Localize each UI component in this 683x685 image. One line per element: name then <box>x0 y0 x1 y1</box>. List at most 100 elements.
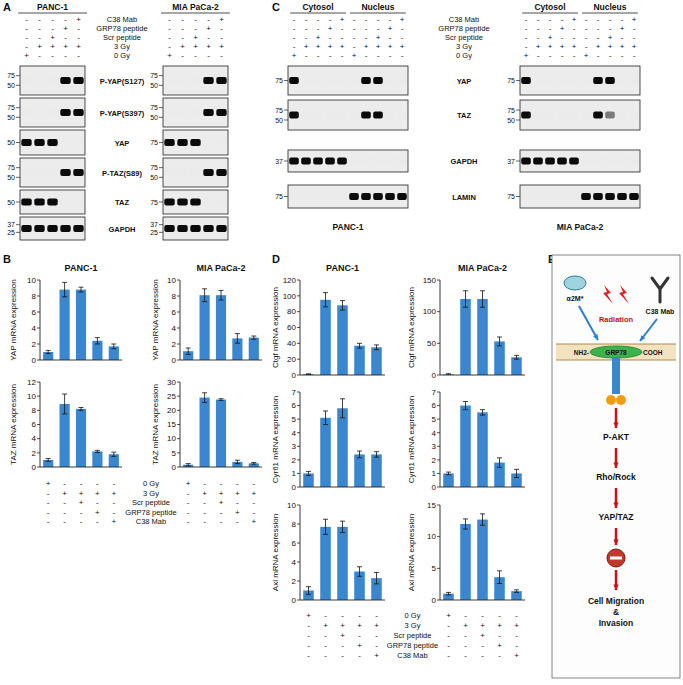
panel-letter: C <box>272 1 280 13</box>
condition-sign: + <box>364 42 369 51</box>
condition-sign: - <box>401 51 404 60</box>
band <box>385 112 395 119</box>
condition-sign: - <box>621 33 624 42</box>
condition-sign: - <box>194 15 197 24</box>
figure: ABCDEPANC-175507550507550503725MIA PaCa-… <box>0 0 683 685</box>
condition-sign: - <box>341 24 344 33</box>
condition-sign: - <box>77 51 80 60</box>
condition-label: 0 Gy <box>114 51 130 60</box>
condition-sign: - <box>464 611 467 620</box>
y-axis <box>440 392 441 487</box>
cell-line: MIA PaCa-2 <box>557 222 604 232</box>
mw-marker: 25 <box>150 229 158 236</box>
band <box>34 109 44 116</box>
bar <box>92 451 102 467</box>
band <box>289 112 299 119</box>
condition-sign: - <box>573 33 576 42</box>
error-bar <box>480 410 485 415</box>
chart-title: MIA PaCa-2 <box>196 263 245 273</box>
condition-sign: + <box>95 508 100 517</box>
x-axis <box>440 375 525 376</box>
condition-sign: - <box>515 641 518 650</box>
bar <box>76 409 86 467</box>
condition-sign: - <box>597 51 600 60</box>
chart: TAZ mRNA expression051015202530 <box>151 378 262 472</box>
condition-sign: + <box>446 611 451 620</box>
condition-sign: - <box>329 33 332 42</box>
protein-label: YAP <box>115 139 130 148</box>
header-rule <box>582 13 638 14</box>
y-tick-label: 100 <box>283 292 297 301</box>
error-bar <box>95 450 100 452</box>
condition-sign: - <box>168 24 171 33</box>
condition-sign: - <box>353 15 356 24</box>
arrow-head <box>613 585 618 590</box>
band <box>373 158 383 165</box>
blot-strip <box>163 66 228 95</box>
condition-sign: - <box>561 51 564 60</box>
band <box>164 109 174 116</box>
condition-sign: + <box>251 489 256 498</box>
condition-sign: + <box>76 42 81 51</box>
y-tick-label: 100 <box>423 307 437 316</box>
arrow-shaft <box>640 319 657 341</box>
x-axis <box>300 375 385 376</box>
condition-sign: + <box>560 24 565 33</box>
blot-strip <box>20 217 85 240</box>
band <box>545 193 555 200</box>
condition-sign: - <box>353 24 356 33</box>
x-axis <box>40 467 122 468</box>
condition-sign: - <box>585 33 588 42</box>
y-axis <box>40 382 41 467</box>
y-axis <box>300 505 301 600</box>
band <box>216 77 226 84</box>
mw-tick <box>284 110 288 111</box>
condition-sign: - <box>77 24 80 33</box>
band <box>21 109 31 116</box>
condition-sign: + <box>219 42 224 51</box>
condition-sign: + <box>76 15 81 24</box>
y-tick-label: 40 <box>287 339 296 348</box>
condition-sign: - <box>377 15 380 24</box>
error-bar <box>463 291 468 307</box>
band <box>349 112 359 119</box>
y-tick-label: 30 <box>167 378 176 387</box>
band <box>47 199 57 206</box>
y-axis <box>300 280 301 375</box>
band <box>177 139 187 146</box>
x-axis <box>300 600 385 601</box>
error-bar <box>497 571 502 584</box>
condition-sign: - <box>537 51 540 60</box>
condition-sign: - <box>401 24 404 33</box>
band <box>521 158 531 165</box>
condition-sign: + <box>79 498 84 507</box>
band <box>361 158 371 165</box>
condition-sign: - <box>633 51 636 60</box>
condition-sign: + <box>193 33 198 42</box>
band <box>216 169 226 176</box>
condition-sign: - <box>252 479 255 488</box>
y-tick-label: 0 <box>292 371 297 380</box>
band <box>629 77 639 84</box>
bar <box>337 408 348 487</box>
condition-sign: + <box>235 508 240 517</box>
error-bar <box>202 393 207 403</box>
condition-sign: + <box>632 42 637 51</box>
axis-title: Ctgf mRNA expression <box>407 287 416 368</box>
condition-sign: - <box>307 641 310 650</box>
error-bar <box>514 590 519 593</box>
y-tick-label: 0 <box>32 463 37 472</box>
error-bar <box>463 402 468 410</box>
error-bar <box>323 293 328 307</box>
mw-marker: 37 <box>7 221 15 228</box>
condition-sign: - <box>353 42 356 51</box>
band <box>385 193 395 200</box>
error-bar <box>357 567 362 577</box>
axis-title: Ctgf mRNA expression <box>271 287 280 368</box>
mw-marker: 37 <box>275 158 283 165</box>
mw-tick <box>159 232 163 233</box>
mw-tick <box>284 196 288 197</box>
condition-sign: - <box>365 24 368 33</box>
condition-sign: - <box>365 15 368 24</box>
band <box>190 139 200 146</box>
